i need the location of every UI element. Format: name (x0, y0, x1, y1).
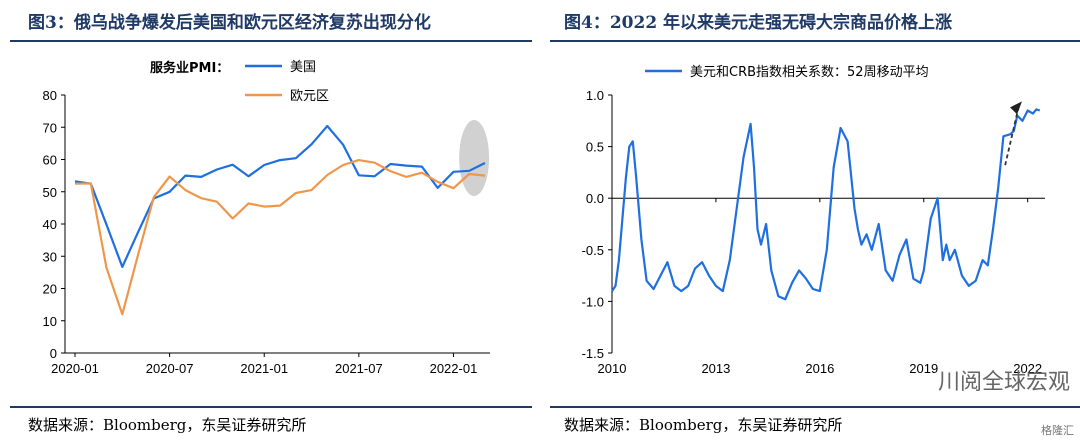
y-tick-label: 0.5 (586, 140, 604, 155)
x-tick-label: 2016 (805, 361, 834, 376)
figure4-panel: 图4：2022 年以来美元走强无碍大宗商品价格上涨 -1.5 -1.0 -0.5 0.… (550, 0, 1080, 444)
watermark-text: 川阅全球宏观 (937, 370, 1070, 395)
figure4-bottom-rule (550, 406, 1080, 408)
y-tick-label: 0 (50, 346, 57, 361)
y-tick-label: -1.5 (582, 346, 604, 361)
x-tick-label: 2010 (598, 361, 627, 376)
figure3-chart: 0 10 20 30 40 50 60 70 80 2020-01 2020-07 2021-01 20… (43, 60, 490, 376)
x-tick-label: 2022 (1013, 361, 1042, 376)
figure4-chart: -1.5 -1.0 -0.5 0.0 0.5 1.0 2010 2013 2016 2019 202… (582, 65, 1045, 376)
x-tick-label: 2019 (909, 361, 938, 376)
y-tick-label: 70 (43, 120, 57, 135)
x-tick-label: 2021-01 (240, 361, 288, 376)
highlight-ellipse (459, 120, 490, 196)
figure4-source: 数据来源：Bloomberg，东吴证券研究所 (564, 416, 843, 434)
y-tick-label: 0.0 (586, 191, 604, 206)
y-tick-label: 20 (43, 282, 57, 297)
watermark-brand: 格隆汇 (1041, 424, 1074, 437)
y-tick-label: 30 (43, 249, 57, 264)
legend-label: 欧元区 (290, 89, 329, 104)
y-tick-label: 10 (43, 314, 57, 329)
x-tick-label: 2020-01 (51, 361, 99, 376)
figure3-bottom-rule (10, 406, 532, 408)
y-tick-label: 60 (43, 153, 57, 168)
legend-label: 美元和CRB指数相关系数：52周移动平均 (690, 65, 929, 80)
figure3-panel: 图3：俄乌战争爆发后美国和欧元区经济复苏出现分化 0 10 20 30 40 50 60 70… (0, 0, 532, 444)
figure3-source: 数据来源：Bloomberg，东吴证券研究所 (28, 416, 307, 434)
figure3-title: 图3：俄乌战争爆发后美国和欧元区经济复苏出现分化 (28, 13, 431, 33)
y-tick-label: -0.5 (582, 243, 604, 258)
y-tick-label: 50 (43, 185, 57, 200)
trend-arrow-shaft (1004, 105, 1020, 166)
legend-title: 服务业PMI： (150, 60, 229, 76)
y-tick-label: 80 (43, 88, 57, 103)
x-tick-label: 2020-07 (146, 361, 194, 376)
series-line-us (74, 124, 486, 268)
series-line-correlation (611, 108, 1041, 301)
figure4-title: 图4：2022 年以来美元走强无碍大宗商品价格上涨 (564, 13, 953, 33)
x-tick-label: 2022-01 (430, 361, 478, 376)
figure3-title-rule (10, 40, 532, 42)
x-tick-label: 2021-07 (335, 361, 383, 376)
trend-arrow-head (1010, 101, 1023, 115)
figure4-title-rule (550, 40, 1080, 42)
series-line-eurozone (74, 159, 486, 316)
y-tick-label: -1.0 (582, 294, 604, 309)
x-tick-label: 2013 (701, 361, 730, 376)
y-tick-label: 1.0 (586, 88, 604, 103)
legend-label: 美国 (290, 60, 316, 75)
y-tick-label: 40 (43, 217, 57, 232)
